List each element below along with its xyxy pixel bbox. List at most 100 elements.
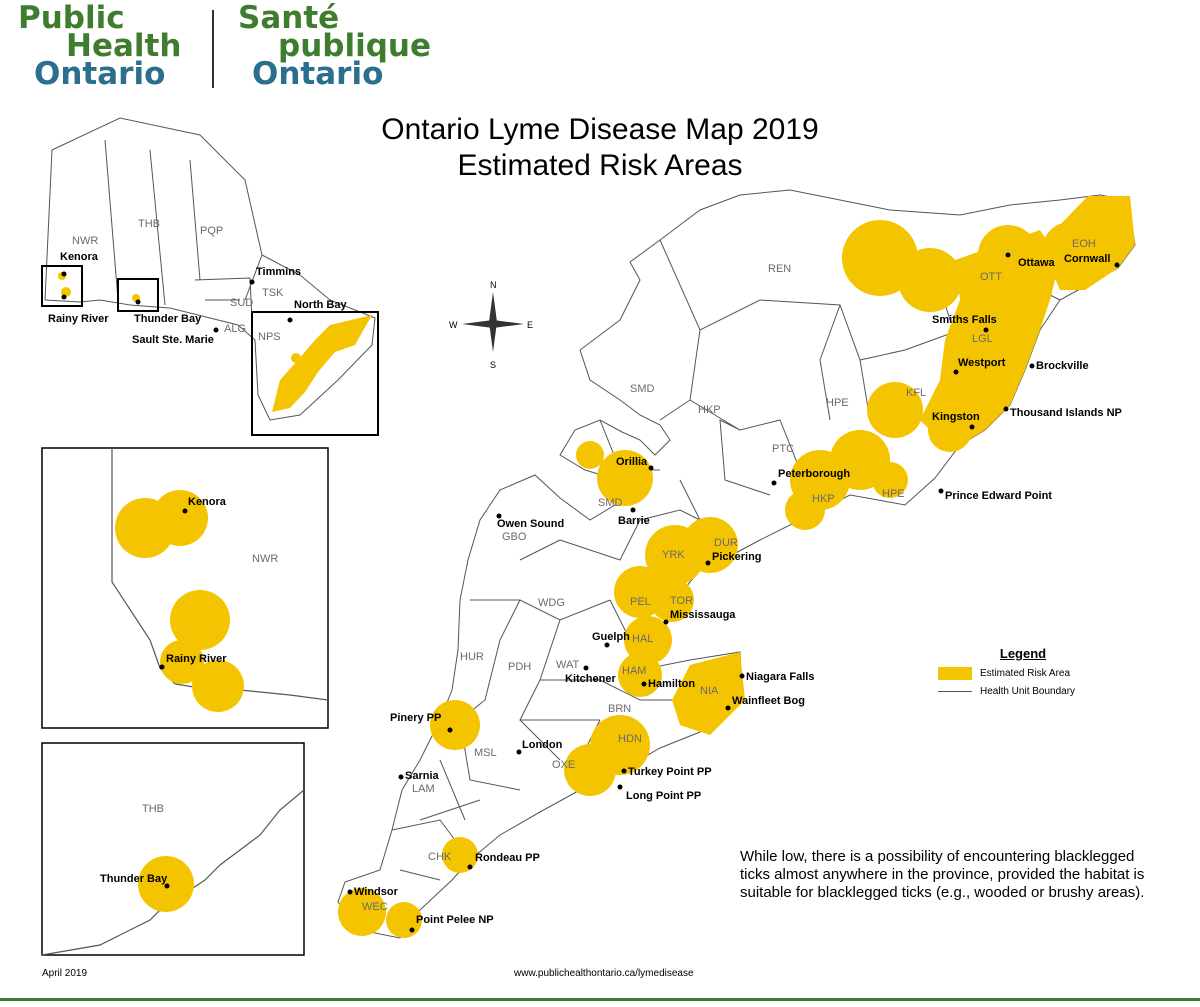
inset-kenora-unit-nwr: NWR [252, 553, 278, 565]
label-wainfleetbog: Wainfleet Bog [732, 695, 805, 707]
label-westport: Westport [958, 357, 1006, 369]
dot-thousandislands [1003, 406, 1009, 412]
label-mississauga: Mississauga [670, 609, 736, 621]
dot-guelph [604, 642, 610, 648]
overview-unit-sud: SUD [230, 297, 253, 309]
overview-dot-kenora [61, 271, 67, 277]
compass-w: W [449, 320, 458, 330]
inset-thunderbay-label: Thunder Bay [100, 873, 168, 885]
unit-hdn: HDN [618, 733, 642, 745]
overview-dot-northbay [287, 317, 293, 323]
label-ottawa: Ottawa [1018, 257, 1056, 269]
logo-health: Health [66, 28, 182, 64]
overview-dot-saultstemarie [213, 327, 219, 333]
overview-unit-tsk: TSK [262, 287, 284, 299]
inset-thunderbay-unit-thb: THB [142, 803, 164, 815]
overview-box-kenora [41, 265, 83, 307]
unit-wat: WAT [556, 659, 579, 671]
label-pickering: Pickering [712, 551, 762, 563]
unit-tor: TOR [670, 595, 693, 607]
inset-kenora-boundary [111, 448, 329, 701]
dot-owensound [496, 513, 502, 519]
dot-rondeaupp [467, 864, 473, 870]
label-princeedwardpoint: Prince Edward Point [945, 490, 1052, 502]
overview-label-saultstemarie: Sault Ste. Marie [132, 334, 214, 346]
logo-divider [212, 10, 214, 88]
overview-risk-south [272, 315, 372, 412]
inset-kenora-risk-e [192, 660, 244, 712]
logo-ontario-fr: Ontario [252, 56, 384, 92]
overview-risk-rainyriver [61, 287, 71, 297]
label-kitchener: Kitchener [565, 673, 616, 685]
dot-barrie [630, 507, 636, 513]
main-map: REN EOH OTT LGL KFL HPE HKP PTC SMD HKP … [337, 189, 1136, 939]
risk-rondeau [442, 837, 478, 873]
label-pointpelee: Point Pelee NP [416, 914, 494, 926]
label-smithsfalls: Smiths Falls [932, 314, 997, 326]
dot-westport [953, 369, 959, 375]
inset-kenora-risk-c [170, 590, 230, 650]
label-turkeypoint: Turkey Point PP [628, 766, 712, 778]
inset-kenora-risk-b [152, 490, 208, 546]
risk-ott-lgl [920, 230, 1060, 445]
overview-unit-pqp: PQP [200, 225, 223, 237]
footer-rule [0, 998, 1200, 1001]
unit-hur: HUR [460, 651, 484, 663]
map-title-line2: Estimated Risk Areas [457, 149, 743, 182]
unit-yrk: YRK [662, 549, 685, 561]
unit-brn: BRN [608, 703, 631, 715]
dot-wainfleetbog [725, 705, 731, 711]
compass-n: N [490, 280, 497, 290]
inset-kenora-label-kenora: Kenora [188, 496, 227, 508]
overview-box-south [251, 311, 379, 436]
unit-hpe: HPE [826, 397, 849, 409]
dot-pinerypp [447, 727, 453, 733]
risk-smd-2 [576, 441, 604, 469]
legend-title: Legend [999, 646, 1047, 661]
footer-url[interactable]: www.publichealthontario.ca/lymedisease [514, 968, 694, 979]
legend-row-risk: Estimated Risk Area [938, 667, 1098, 680]
unit-pel: PEL [630, 596, 651, 608]
compass-rose: N S E W [449, 280, 533, 370]
logo-sante: Santé [238, 0, 340, 36]
logo-french: Santé publique Ontario [238, 0, 431, 92]
dot-kingston [969, 424, 975, 430]
risk-note: While low, there is a possibility of enc… [740, 848, 1145, 901]
dot-longpoint [617, 784, 623, 790]
risk-smd [597, 450, 653, 506]
dot-peterborough [771, 480, 777, 486]
overview-map: NWR THB PQP SUD TSK ALG NPS Kenora Rainy… [41, 117, 379, 436]
legend: Legend Estimated Risk Area Health Unit B… [938, 646, 1098, 697]
dot-brockville [1029, 363, 1035, 369]
inset-thunderbay-frame [41, 742, 305, 956]
dot-turkeypoint [621, 768, 627, 774]
dot-smithsfalls [983, 327, 989, 333]
risk-eoh-2 [1042, 222, 1098, 278]
label-london: London [522, 739, 563, 751]
unit-hkp: HKP [812, 493, 835, 505]
label-hamilton: Hamilton [648, 678, 695, 690]
inset-thunderbay-map: THB Thunder Bay [41, 742, 305, 956]
label-niagarafalls: Niagara Falls [746, 671, 814, 683]
unit-hpe-south: HPE [882, 488, 905, 500]
risk-nia [672, 652, 745, 735]
risk-hkp-2 [785, 490, 825, 530]
unit-hal: HAL [632, 633, 653, 645]
dot-princeedwardpoint [938, 488, 944, 494]
unit-ptc: PTC [772, 443, 794, 455]
unit-smd-north: SMD [630, 383, 655, 395]
label-brockville: Brockville [1036, 360, 1089, 372]
unit-lgl: LGL [972, 333, 993, 345]
footer-date: April 2019 [42, 968, 88, 979]
dot-kitchener [583, 665, 589, 671]
dot-hamilton [641, 681, 647, 687]
unit-chk: CHK [428, 851, 452, 863]
inset-kenora-map: NWR Kenora Rainy River [41, 447, 329, 729]
overview-boundaries [104, 139, 263, 321]
label-thousandislands: Thousand Islands NP [1010, 407, 1122, 419]
risk-hpe [872, 462, 908, 498]
dot-pickering [705, 560, 711, 566]
label-cornwall: Cornwall [1064, 253, 1110, 265]
label-orillia: Orillia [616, 456, 648, 468]
unit-smd: SMD [598, 497, 623, 509]
